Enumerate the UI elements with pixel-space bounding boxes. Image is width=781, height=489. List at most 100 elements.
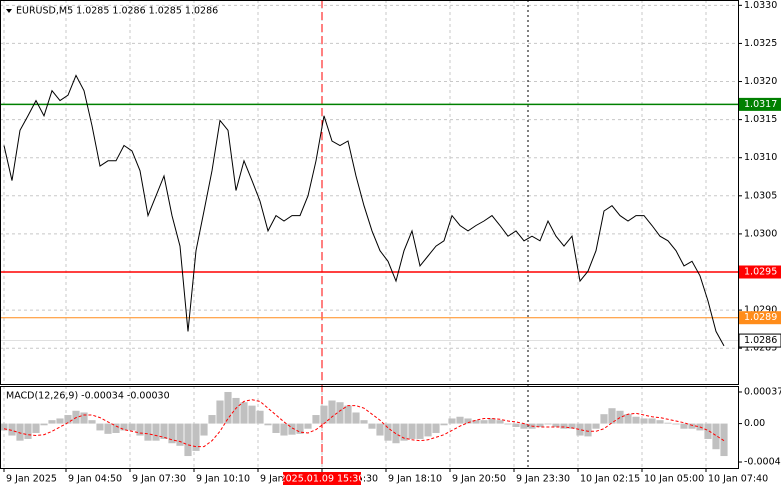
histogram-bar [688,423,696,429]
histogram-bar [440,423,448,426]
y-tick-label: 1.0290 [744,305,777,316]
histogram-bar [168,423,176,444]
histogram-bar [32,423,40,433]
y-tick-label: 1.0320 [744,76,777,87]
histogram-bar [664,422,672,424]
histogram-bar [224,391,232,424]
histogram-bar [568,423,576,429]
histogram-bar [64,415,72,424]
histogram-bar [16,423,24,441]
histogram-bar [536,423,544,427]
marker-label-box [283,472,361,485]
histogram-bar [104,423,112,434]
histogram-bar [576,423,584,436]
histogram-bar [144,423,152,441]
chart-title: EURUSD,M5 1.0285 1.0286 1.0285 1.0286 [16,6,218,17]
histogram-bar [384,423,392,441]
last-price-label: 1.0286 [744,335,777,346]
histogram-bar [216,400,224,424]
histogram-bar [112,423,120,433]
histogram-bar [272,423,280,433]
histogram-bar [328,400,336,424]
histogram-bar [544,423,552,425]
histogram-bar [408,423,416,439]
histogram-bar [0,423,8,431]
x-tick-label: 9 Jan 10:10 [196,474,250,485]
histogram-bar [520,423,528,429]
histogram-bar [424,423,432,437]
histogram-bar [472,420,480,424]
histogram-bar [136,423,144,436]
level-label-box [739,97,781,111]
histogram-bar [608,408,616,424]
histogram-bar [592,423,600,429]
histogram-bar [176,423,184,446]
histogram-bar [496,420,504,424]
x-tick-label: 9 Jan 04:50 [68,474,122,485]
level-label: 1.0295 [744,267,777,278]
indicator-title: MACD(12,26,9) -0.00034 -0.00030 [6,391,170,402]
x-tick-label: 9 Jan 07:30 [132,474,186,485]
histogram-bar [640,418,648,424]
panel [0,0,739,385]
histogram-bar [416,423,424,439]
y-tick-label: 1.0285 [744,343,777,354]
y-tick-label: -0.00045 [744,457,781,468]
histogram-bar [376,423,384,436]
histogram-bar [56,418,64,424]
histogram-bar [448,418,456,424]
last-price-box [738,333,781,348]
histogram-bar [624,414,632,424]
histogram-bar [288,423,296,435]
signal-line [3,399,725,448]
histogram-bar [280,423,288,436]
x-tick-label: 9 Jan 2025 [6,474,57,485]
histogram-bar [48,420,56,424]
histogram-bar [560,423,568,429]
histogram-bar [656,420,664,424]
histogram-bar [120,423,128,431]
histogram-bar [80,412,88,424]
marker-label: 2025.01.09 15:30 [280,474,365,485]
histogram-bar [40,423,48,426]
histogram-bar [600,414,608,424]
histogram-bar [192,423,200,451]
histogram-bar [24,423,32,439]
histogram-bar [632,416,640,424]
y-tick-label: 1.0300 [744,228,777,239]
histogram-bar [240,402,248,424]
x-tick-label: 9 Jan 20:50 [452,474,506,485]
histogram-bar [304,423,312,429]
x-tick-label: 10 Jan 02:15 [580,474,640,485]
x-tick-label: 9 Jan 23:30 [516,474,570,485]
histogram-bar [504,423,512,425]
histogram-bar [464,418,472,424]
level-label: 1.0289 [744,312,777,323]
menu-icon [6,9,12,13]
histogram-bar [648,418,656,424]
histogram-bar [672,423,680,425]
histogram-bar [488,418,496,424]
price-line [3,74,725,347]
histogram-bar [248,405,256,424]
y-tick-label: 1.0330 [744,0,777,11]
histogram-bar [8,423,16,436]
x-tick-label: 10 Jan 05:00 [644,474,704,485]
histogram-bar [160,423,168,439]
histogram-bar [296,423,304,434]
histogram-bar [352,412,360,424]
histogram-bar [312,415,320,424]
histogram-bar [584,423,592,437]
level-label-box [739,311,781,325]
histogram-bar [456,416,464,424]
histogram-bar [400,423,408,441]
histogram-bar [680,423,688,429]
y-tick-label: 1.0310 [744,152,777,163]
histogram-bar [232,397,240,424]
histogram-bar [480,420,488,424]
histogram-bar [552,423,560,427]
histogram-bar [152,423,160,441]
histogram-bar [264,423,272,426]
histogram-bar [128,423,136,431]
